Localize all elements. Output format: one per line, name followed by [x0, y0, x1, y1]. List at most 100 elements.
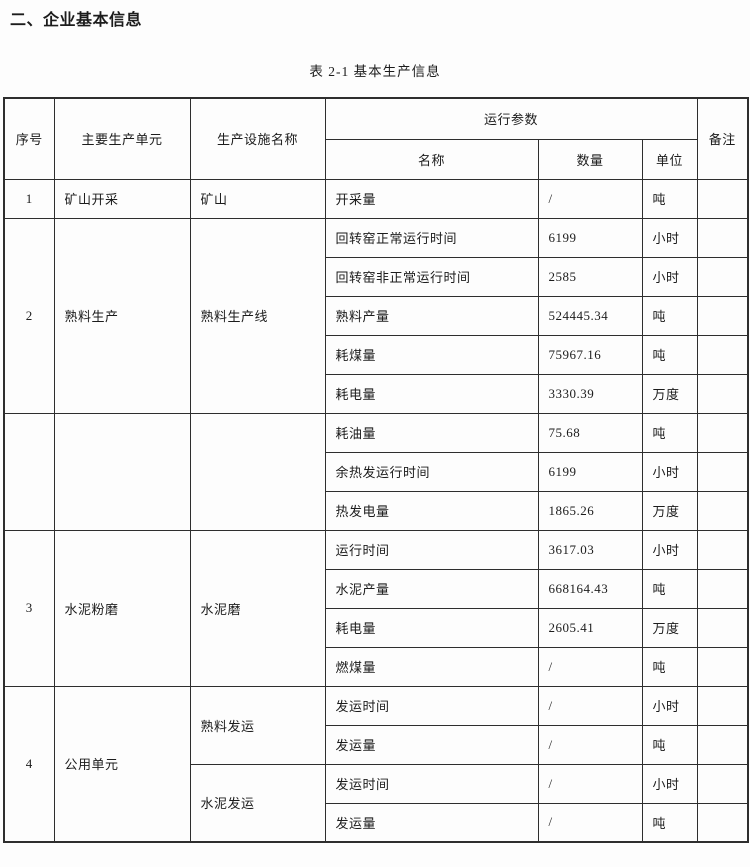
param-name-cell: 运行时间 — [324, 529, 539, 570]
param-name-cell: 水泥产量 — [324, 568, 539, 609]
remark-cell — [696, 763, 749, 804]
qty-cell: 668164.43 — [537, 568, 643, 609]
qty-cell: 6199 — [537, 451, 643, 492]
remark-cell — [696, 334, 749, 375]
param-name-cell: 回转窑非正常运行时间 — [324, 256, 539, 297]
measure-unit-cell: 小时 — [641, 217, 698, 258]
param-name-cell: 发运量 — [324, 802, 539, 843]
header-row-2: 名称 数量 单位 — [4, 138, 748, 180]
qty-cell: 2605.41 — [537, 607, 643, 648]
remark-cell — [696, 490, 749, 531]
facility-cell: 矿山 — [189, 178, 326, 219]
measure-unit-cell: 小时 — [641, 256, 698, 297]
table-row: 3 水泥粉磨 水泥磨 运行时间 3617.03 小时 — [3, 529, 749, 687]
table-row: 发运量 / 吨 — [4, 802, 749, 843]
qty-cell: / — [537, 763, 643, 804]
remark-cell — [696, 568, 749, 609]
measure-unit-cell: 吨 — [641, 646, 698, 687]
measure-unit-cell: 吨 — [641, 412, 698, 453]
remark-cell — [696, 217, 749, 258]
header-param-unit: 单位 — [641, 138, 698, 180]
remark-cell — [696, 607, 749, 648]
table-row: 水泥发运 发运时间 / 小时 — [4, 763, 749, 843]
header-param-qty: 数量 — [537, 138, 643, 180]
table-row: 余热发运行时间 6199 小时 — [4, 451, 749, 492]
measure-unit-cell: 万度 — [641, 490, 698, 531]
measure-unit-cell: 小时 — [641, 451, 698, 492]
section-heading: 二、企业基本信息 — [10, 12, 143, 29]
remark-cell — [696, 178, 749, 219]
header-remark: 备注 — [696, 97, 749, 180]
header-params: 运行参数 — [324, 97, 698, 140]
table-row: 2 熟料生产 熟料生产线 回转窑正常运行时间 6199 小时 — [3, 217, 749, 414]
row-no-cell: 3 — [3, 529, 55, 687]
param-name-cell: 热发电量 — [324, 490, 539, 531]
header-no: 序号 — [3, 97, 55, 180]
unit-cell — [53, 412, 191, 531]
param-name-cell: 燃煤量 — [324, 646, 539, 687]
table-row: 4 公用单元 熟料发运 发运时间 / 小时 — [3, 685, 749, 843]
table-row: 回转窑非正常运行时间 2585 小时 — [4, 256, 749, 297]
remark-cell — [696, 802, 749, 843]
measure-unit-cell: 万度 — [641, 607, 698, 648]
facility-cell: 熟料发运 — [189, 685, 326, 765]
table-row: 水泥产量 668164.43 吨 — [4, 568, 749, 609]
measure-unit-cell: 吨 — [641, 802, 698, 843]
param-name-cell: 发运时间 — [324, 763, 539, 804]
param-name-cell: 回转窑正常运行时间 — [324, 217, 539, 258]
measure-unit-cell: 小时 — [641, 763, 698, 804]
facility-cell — [189, 412, 326, 531]
qty-cell: 1865.26 — [537, 490, 643, 531]
remark-cell — [696, 451, 749, 492]
param-name-cell: 耗电量 — [324, 373, 539, 414]
table-row: 耗电量 2605.41 万度 — [4, 607, 749, 648]
param-name-cell: 耗电量 — [324, 607, 539, 648]
param-name-cell: 耗油量 — [324, 412, 539, 453]
table-row: 耗油量 75.68 吨 — [3, 412, 749, 531]
remark-cell — [696, 646, 749, 687]
measure-unit-cell: 吨 — [641, 568, 698, 609]
measure-unit-cell: 万度 — [641, 373, 698, 414]
qty-cell: 75967.16 — [537, 334, 643, 375]
unit-cell: 水泥粉磨 — [53, 529, 191, 687]
qty-cell: 3330.39 — [537, 373, 643, 414]
header-row-1: 序号 主要生产单元 生产设施名称 运行参数 备注 — [3, 97, 749, 180]
param-name-cell: 熟料产量 — [324, 295, 539, 336]
header-facility: 生产设施名称 — [189, 97, 326, 180]
measure-unit-cell: 小时 — [641, 685, 698, 726]
row-no-cell — [3, 412, 55, 531]
measure-unit-cell: 吨 — [641, 724, 698, 765]
remark-cell — [696, 373, 749, 414]
qty-cell: / — [537, 685, 643, 726]
table-caption: 表 2-1 基本生产信息 — [309, 64, 441, 79]
param-name-cell: 开采量 — [324, 178, 539, 219]
remark-cell — [696, 685, 749, 726]
qty-cell: 2585 — [537, 256, 643, 297]
facility-cell: 熟料生产线 — [189, 217, 326, 414]
qty-cell: / — [537, 646, 643, 687]
qty-cell: 3617.03 — [537, 529, 643, 570]
header-unit: 主要生产单元 — [53, 97, 191, 180]
param-name-cell: 发运时间 — [324, 685, 539, 726]
unit-cell: 熟料生产 — [53, 217, 191, 414]
measure-unit-cell: 小时 — [641, 529, 698, 570]
qty-cell: 6199 — [537, 217, 643, 258]
param-name-cell: 发运量 — [324, 724, 539, 765]
remark-cell — [696, 295, 749, 336]
row-no-cell: 1 — [3, 178, 55, 219]
unit-cell: 矿山开采 — [53, 178, 191, 219]
table-row: 1 矿山开采 矿山 开采量 / 吨 — [3, 178, 749, 219]
table-row: 耗电量 3330.39 万度 — [4, 373, 749, 414]
remark-cell — [696, 529, 749, 570]
measure-unit-cell: 吨 — [641, 178, 698, 219]
measure-unit-cell: 吨 — [641, 334, 698, 375]
table-row: 耗煤量 75967.16 吨 — [4, 334, 749, 375]
production-info-table: 序号 主要生产单元 生产设施名称 运行参数 备注 名称 数量 单位 1 矿山开采… — [3, 97, 750, 843]
unit-cell: 公用单元 — [53, 685, 191, 843]
qty-cell: / — [537, 802, 643, 843]
row-no-cell: 4 — [3, 685, 55, 843]
qty-cell: 524445.34 — [537, 295, 643, 336]
measure-unit-cell: 吨 — [641, 295, 698, 336]
header-param-name: 名称 — [324, 138, 539, 180]
param-name-cell: 耗煤量 — [324, 334, 539, 375]
